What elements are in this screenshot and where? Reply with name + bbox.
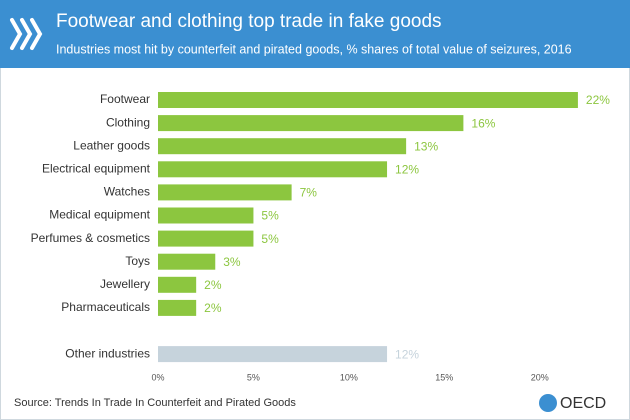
header [0,0,630,68]
value-label: 12% [395,347,419,361]
x-tick-label: 20% [531,372,549,382]
y-tick-label: Toys [125,254,150,268]
value-label: 7% [300,186,318,200]
logo-text: OECD [560,395,606,412]
bar [158,207,254,224]
y-tick-label: Pharmaceuticals [61,300,150,314]
source: Source: Trends In Trade In Counterfeit a… [14,397,296,409]
y-tick-label: Medical equipment [49,208,150,222]
y-tick-label: Other industries [65,346,150,360]
value-label: 2% [204,301,222,315]
value-label: 13% [414,139,438,153]
value-label: 22% [586,93,610,107]
x-tick-label: 0% [151,372,164,382]
y-tick-label: Footwear [100,92,150,106]
x-tick-label: 10% [340,372,358,382]
chart-subtitle: Industries most hit by counterfeit and p… [56,42,572,56]
bar [158,184,292,201]
bar [158,230,254,247]
value-label: 5% [261,209,279,223]
value-label: 5% [261,232,279,246]
bar [158,276,197,293]
x-tick-label: 5% [247,372,260,382]
x-tick-label: 15% [435,372,453,382]
value-label: 3% [223,255,241,269]
bar [158,161,388,178]
bar [158,253,216,270]
y-tick-label: Jewellery [100,277,150,291]
y-tick-label: Leather goods [73,138,150,152]
bar [158,138,407,155]
logo-mark [10,18,43,50]
logo-globe [539,394,557,412]
value-label: 2% [204,278,222,292]
y-tick-label: Clothing [106,115,150,129]
value-label: 12% [395,162,419,176]
y-tick-label: Electrical equipment [42,161,151,175]
bar [158,115,464,132]
y-tick-label: Perfumes & cosmetics [31,231,150,245]
bar [158,346,388,363]
value-label: 16% [471,116,495,130]
y-tick-label: Watches [104,185,150,199]
bar [158,299,197,316]
chart-title: Footwear and clothing top trade in fake … [56,11,442,32]
bar [158,92,578,108]
